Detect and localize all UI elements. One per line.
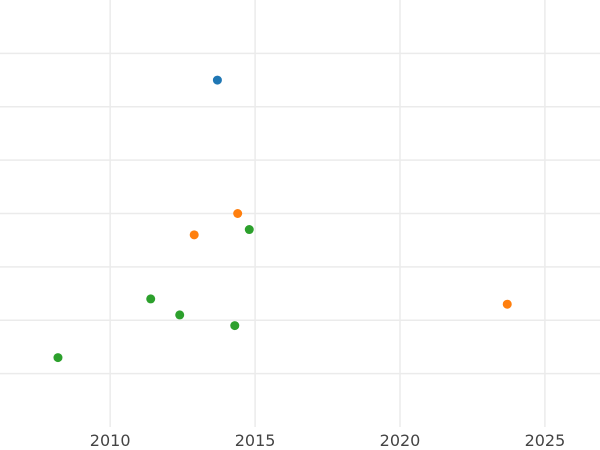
data-point xyxy=(230,321,240,331)
x-tick-label: 2025 xyxy=(525,431,566,450)
data-point xyxy=(502,299,512,309)
data-point xyxy=(233,209,243,218)
data-point xyxy=(244,225,254,235)
x-tick-label: 2020 xyxy=(380,431,421,450)
x-tick-label: 2015 xyxy=(235,431,276,450)
data-points xyxy=(53,75,512,363)
data-point xyxy=(189,230,199,240)
data-point xyxy=(146,294,156,304)
data-point xyxy=(212,75,222,85)
grid-layer xyxy=(0,0,600,427)
data-point xyxy=(175,310,185,320)
x-tick-label: 2010 xyxy=(90,431,131,450)
data-point xyxy=(53,353,63,363)
x-axis-ticks: 2010 2015 2020 2025 xyxy=(90,431,566,450)
